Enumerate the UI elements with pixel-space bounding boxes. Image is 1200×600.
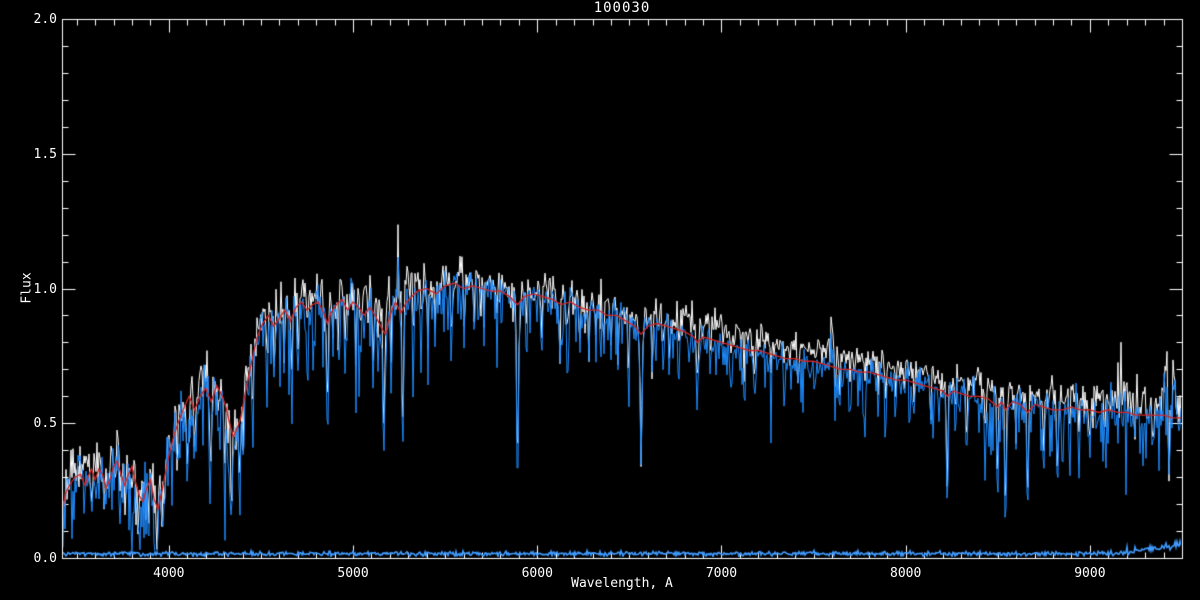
- x-tick-label: 6000: [521, 566, 553, 581]
- x-tick-label: 7000: [705, 566, 738, 581]
- x-tick-label: 9000: [1074, 566, 1106, 581]
- x-tick-label: 8000: [890, 566, 922, 581]
- y-tick-label: 0.0: [33, 551, 57, 566]
- y-tick-label: 1.0: [33, 281, 57, 297]
- x-axis-label: Wavelength, A: [571, 576, 673, 591]
- plot-title: 100030: [593, 0, 651, 16]
- y-tick-label: 0.5: [33, 416, 57, 432]
- y-tick-label: 2.0: [33, 12, 57, 27]
- y-tick-label: 1.5: [33, 146, 57, 162]
- x-tick-label: 4000: [153, 566, 185, 581]
- x-tick-label: 5000: [337, 566, 369, 581]
